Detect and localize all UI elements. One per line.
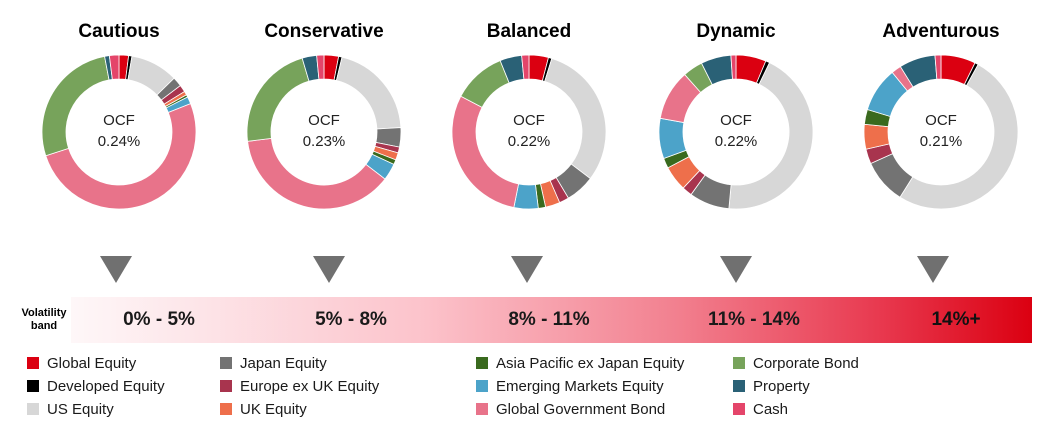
legend-swatch <box>733 357 745 369</box>
legend-label: Corporate Bond <box>753 355 859 372</box>
ocf-title: OCF <box>103 112 135 129</box>
fund-title: Balanced <box>486 21 572 42</box>
fund-dynamic: Dynamic OCF 0.22% <box>646 18 826 212</box>
ocf-label: OCF 0.24% <box>39 110 199 152</box>
legend-label: Global Equity <box>47 355 137 372</box>
legend-item: Global Government Bond <box>476 398 684 421</box>
volatility-band-label: 14%+ <box>931 309 981 330</box>
ocf-label: OCF 0.21% <box>861 110 1021 152</box>
ocf-title: OCF <box>513 112 545 129</box>
legend-swatch <box>220 403 232 415</box>
legend-swatch <box>27 403 39 415</box>
volatility-band-label: 0% - 5% <box>123 309 195 330</box>
legend-swatch <box>27 380 39 392</box>
legend-label: Europe ex UK Equity <box>240 378 380 395</box>
donut-chart: OCF 0.22% <box>656 52 816 212</box>
legend-item: Cash <box>733 398 859 421</box>
donut-svg <box>863 54 1019 210</box>
down-arrow-icon <box>313 256 345 283</box>
ocf-value: 0.23% <box>302 133 346 150</box>
legend-item: Emerging Markets Equity <box>476 375 684 398</box>
donut-slice-us-equity <box>728 62 814 210</box>
legend-swatch <box>27 357 39 369</box>
donut-slice-corporate-bond <box>460 60 510 108</box>
donut-svg <box>41 54 197 210</box>
legend-swatch <box>733 380 745 392</box>
ocf-label: OCF 0.22% <box>656 110 816 152</box>
volatility-bar: Volatility band 0% - 5% 5% - 8% 8% - 11%… <box>17 297 1032 343</box>
legend-column: Global Equity Developed Equity US Equity <box>27 352 165 421</box>
donut-svg <box>246 54 402 210</box>
ocf-title: OCF <box>925 112 957 129</box>
legend-item: US Equity <box>27 398 165 421</box>
legend-swatch <box>220 380 232 392</box>
fund-cautious: Cautious OCF 0.24% <box>29 18 209 212</box>
legend-column: Corporate Bond Property Cash <box>733 352 859 421</box>
donut-slice-cash <box>108 54 120 80</box>
legend-label: US Equity <box>47 401 114 418</box>
legend-column: Japan Equity Europe ex UK Equity UK Equi… <box>220 352 379 421</box>
ocf-title: OCF <box>308 112 340 129</box>
ocf-value: 0.24% <box>97 133 141 150</box>
down-arrow-icon <box>100 256 132 283</box>
legend-item: Global Equity <box>27 352 165 375</box>
legend-column: Asia Pacific ex Japan Equity Emerging Ma… <box>476 352 684 421</box>
legend-label: Japan Equity <box>240 355 327 372</box>
ocf-label: OCF 0.22% <box>449 110 609 152</box>
fund-title: Adventurous <box>882 21 1000 42</box>
legend-item: Japan Equity <box>220 352 379 375</box>
legend-item: Property <box>733 375 859 398</box>
legend-label: UK Equity <box>240 401 307 418</box>
legend-label: Emerging Markets Equity <box>496 378 664 395</box>
fund-adventurous: Adventurous OCF 0.21% <box>851 18 1031 212</box>
ocf-label: OCF 0.23% <box>244 110 404 152</box>
legend-label: Developed Equity <box>47 378 165 395</box>
ocf-title: OCF <box>720 112 752 129</box>
down-arrow-icon <box>720 256 752 283</box>
donut-slice-cash <box>316 54 325 80</box>
down-arrow-icon <box>511 256 543 283</box>
donut-chart: OCF 0.24% <box>39 52 199 212</box>
donut-svg <box>658 54 814 210</box>
ocf-value: 0.21% <box>919 133 963 150</box>
legend-item: Europe ex UK Equity <box>220 375 379 398</box>
volatility-band-label: 8% - 11% <box>508 309 590 330</box>
legend-label: Asia Pacific ex Japan Equity <box>496 355 685 372</box>
donut-svg <box>451 54 607 210</box>
fund-balanced: Balanced OCF 0.22% <box>439 18 619 212</box>
legend-item: UK Equity <box>220 398 379 421</box>
volatility-band-label: 11% - 14% <box>708 309 800 330</box>
donut-slice-cash <box>934 54 942 80</box>
donut-slice-us-equity <box>899 63 1019 210</box>
donut-chart: OCF 0.23% <box>244 52 404 212</box>
donut-slice-cash <box>730 54 737 80</box>
volatility-label: Volatility band <box>17 297 71 343</box>
ocf-value: 0.22% <box>507 133 551 150</box>
legend-label: Property <box>753 378 810 395</box>
legend-item: Asia Pacific ex Japan Equity <box>476 352 684 375</box>
volatility-band-label: 5% - 8% <box>315 309 387 330</box>
legend-swatch <box>476 380 488 392</box>
donut-slice-global-government-bond <box>45 103 197 210</box>
legend-item: Developed Equity <box>27 375 165 398</box>
legend-swatch <box>733 403 745 415</box>
legend-label: Global Government Bond <box>496 401 666 418</box>
fund-conservative: Conservative OCF 0.23% <box>234 18 414 212</box>
donut-chart: OCF 0.22% <box>449 52 609 212</box>
down-arrow-icon <box>917 256 949 283</box>
ocf-value: 0.22% <box>714 133 758 150</box>
donut-chart: OCF 0.21% <box>861 52 1021 212</box>
legend-swatch <box>476 357 488 369</box>
fund-title: Conservative <box>264 21 384 42</box>
fund-title: Dynamic <box>696 21 776 42</box>
legend-label: Cash <box>753 401 789 418</box>
legend-swatch <box>476 403 488 415</box>
legend-item: Corporate Bond <box>733 352 859 375</box>
donut-slice-cash <box>521 54 530 80</box>
fund-title: Cautious <box>78 21 160 42</box>
legend-swatch <box>220 357 232 369</box>
